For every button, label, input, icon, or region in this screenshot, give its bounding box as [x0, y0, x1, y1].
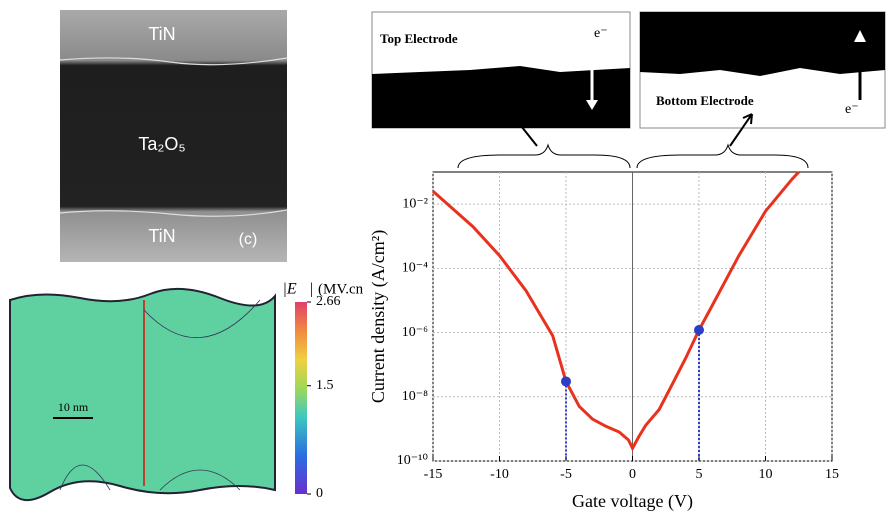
layer-label: TiN — [148, 24, 175, 44]
layer-label: TiN — [148, 226, 175, 246]
colorbar-unit: (MV.cn — [318, 281, 364, 297]
field-map — [9, 287, 276, 501]
y-axis-label: Current density (A/cm²) — [368, 230, 389, 403]
brace — [636, 143, 809, 169]
carrier: e⁻ — [594, 26, 608, 41]
y-tick-label: 10⁻⁴ — [402, 261, 428, 276]
pointer — [509, 111, 753, 147]
colorbar — [295, 302, 307, 494]
x-tick-label: -10 — [490, 467, 509, 482]
y-tick-label: 10⁻⁸ — [402, 389, 428, 404]
x-tick-label: 5 — [696, 467, 703, 482]
arrow-head — [586, 100, 598, 110]
colorbar-tick-label: 0 — [316, 486, 323, 501]
panel-label: (c) — [239, 231, 258, 248]
colorbar-tick-label: 2.66 — [316, 294, 341, 309]
brace — [457, 143, 631, 169]
x-tick-label: 10 — [759, 467, 773, 482]
contour — [59, 299, 261, 491]
interface — [59, 209, 288, 217]
tem-image — [60, 10, 287, 262]
highlight-point — [561, 376, 571, 387]
y-tick-label: 10⁻¹⁰ — [397, 453, 429, 468]
x-tick-label: -5 — [560, 467, 572, 482]
x-tick-label: 15 — [825, 467, 839, 482]
arrow-head — [854, 30, 866, 42]
inset-label: Bottom Electrode — [656, 93, 754, 108]
x-axis-label: Gate voltage (V) — [572, 491, 693, 512]
y-tick-label: 10⁻² — [402, 196, 428, 211]
electrode — [640, 12, 885, 76]
y-tick-label: 10⁻⁶ — [402, 325, 428, 340]
x-tick-label: 0 — [629, 467, 636, 482]
inset-label: Top Electrode — [380, 31, 458, 46]
scale-bar-label: 10 nm — [58, 400, 89, 414]
highlight-point — [694, 325, 704, 336]
colorbar-quantity: |E⃗| — [282, 281, 313, 298]
x-tick-label: -15 — [424, 467, 443, 482]
series-line — [432, 170, 800, 452]
electrode — [372, 66, 630, 128]
colorbar-tick-label: 1.5 — [316, 378, 334, 393]
carrier: e⁻ — [845, 102, 859, 117]
layer-label: Ta₂O₅ — [138, 134, 185, 154]
interface — [59, 57, 288, 66]
